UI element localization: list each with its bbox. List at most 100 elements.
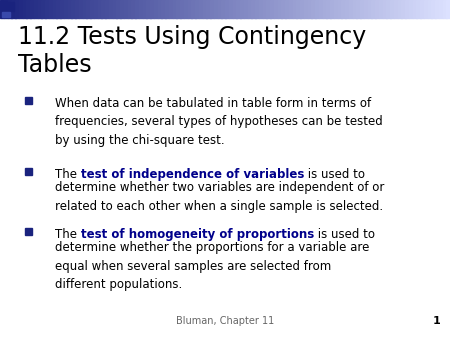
- Text: 11.2 Tests Using Contingency
Tables: 11.2 Tests Using Contingency Tables: [18, 25, 366, 77]
- Bar: [375, 0, 379, 18]
- Bar: [172, 0, 177, 18]
- Text: 1: 1: [432, 316, 440, 326]
- Bar: [281, 0, 285, 18]
- Bar: [386, 0, 391, 18]
- Bar: [75, 0, 79, 18]
- Bar: [79, 0, 83, 18]
- Text: determine whether two variables are independent of or
related to each other when: determine whether two variables are inde…: [55, 181, 384, 213]
- Bar: [435, 0, 439, 18]
- Bar: [300, 0, 304, 18]
- Bar: [19, 0, 23, 18]
- Bar: [188, 0, 192, 18]
- Bar: [262, 0, 267, 18]
- Bar: [131, 0, 135, 18]
- Bar: [90, 0, 94, 18]
- Bar: [124, 0, 128, 18]
- Bar: [431, 0, 436, 18]
- Bar: [368, 0, 372, 18]
- Bar: [30, 0, 34, 18]
- Bar: [71, 0, 76, 18]
- Bar: [413, 0, 417, 18]
- Bar: [112, 0, 117, 18]
- Bar: [360, 0, 364, 18]
- Bar: [349, 0, 353, 18]
- Bar: [202, 0, 207, 18]
- Bar: [439, 0, 443, 18]
- Bar: [25, 228, 32, 235]
- Bar: [158, 0, 162, 18]
- Bar: [382, 0, 387, 18]
- Bar: [34, 0, 38, 18]
- Text: When data can be tabulated in table form in terms of
frequencies, several types : When data can be tabulated in table form…: [55, 97, 383, 147]
- Bar: [8, 0, 12, 18]
- Text: test of homogeneity of proportions: test of homogeneity of proportions: [81, 228, 314, 241]
- Bar: [176, 0, 180, 18]
- Bar: [330, 0, 334, 18]
- Text: Bluman, Chapter 11: Bluman, Chapter 11: [176, 316, 274, 326]
- Bar: [356, 0, 360, 18]
- Text: The: The: [55, 168, 81, 181]
- Bar: [82, 0, 87, 18]
- Bar: [68, 0, 72, 18]
- Bar: [394, 0, 398, 18]
- Bar: [338, 0, 342, 18]
- Bar: [364, 0, 368, 18]
- Bar: [154, 0, 158, 18]
- Bar: [98, 0, 102, 18]
- Bar: [248, 0, 252, 18]
- Bar: [139, 0, 143, 18]
- Bar: [442, 0, 447, 18]
- Bar: [2, 12, 10, 17]
- Bar: [251, 0, 256, 18]
- Bar: [352, 0, 357, 18]
- Bar: [45, 0, 49, 18]
- Bar: [409, 0, 413, 18]
- Bar: [116, 0, 121, 18]
- Bar: [217, 0, 222, 18]
- Bar: [379, 0, 383, 18]
- Bar: [165, 0, 169, 18]
- Bar: [94, 0, 98, 18]
- Bar: [22, 0, 27, 18]
- Bar: [109, 0, 113, 18]
- Bar: [191, 0, 195, 18]
- Bar: [105, 0, 109, 18]
- Bar: [424, 0, 428, 18]
- Bar: [2, 2, 14, 11]
- Bar: [210, 0, 214, 18]
- Bar: [60, 0, 64, 18]
- Bar: [390, 0, 394, 18]
- Text: is used to: is used to: [314, 228, 375, 241]
- Bar: [420, 0, 424, 18]
- Bar: [334, 0, 338, 18]
- Bar: [195, 0, 199, 18]
- Bar: [292, 0, 297, 18]
- Bar: [214, 0, 218, 18]
- Bar: [127, 0, 132, 18]
- Bar: [120, 0, 124, 18]
- Bar: [274, 0, 278, 18]
- Bar: [25, 97, 32, 104]
- Bar: [161, 0, 166, 18]
- Bar: [285, 0, 289, 18]
- Bar: [206, 0, 211, 18]
- Bar: [49, 0, 53, 18]
- Bar: [37, 0, 42, 18]
- Text: test of independence of variables: test of independence of variables: [81, 168, 304, 181]
- Bar: [101, 0, 105, 18]
- Text: is used to: is used to: [304, 168, 365, 181]
- Bar: [26, 0, 31, 18]
- Bar: [53, 0, 57, 18]
- Bar: [323, 0, 327, 18]
- Bar: [278, 0, 282, 18]
- Text: determine whether the proportions for a variable are
equal when several samples : determine whether the proportions for a …: [55, 241, 369, 291]
- Bar: [229, 0, 233, 18]
- Bar: [236, 0, 240, 18]
- Bar: [319, 0, 323, 18]
- Bar: [4, 0, 8, 18]
- Bar: [266, 0, 270, 18]
- Bar: [56, 0, 60, 18]
- Bar: [64, 0, 68, 18]
- Bar: [143, 0, 147, 18]
- Bar: [150, 0, 154, 18]
